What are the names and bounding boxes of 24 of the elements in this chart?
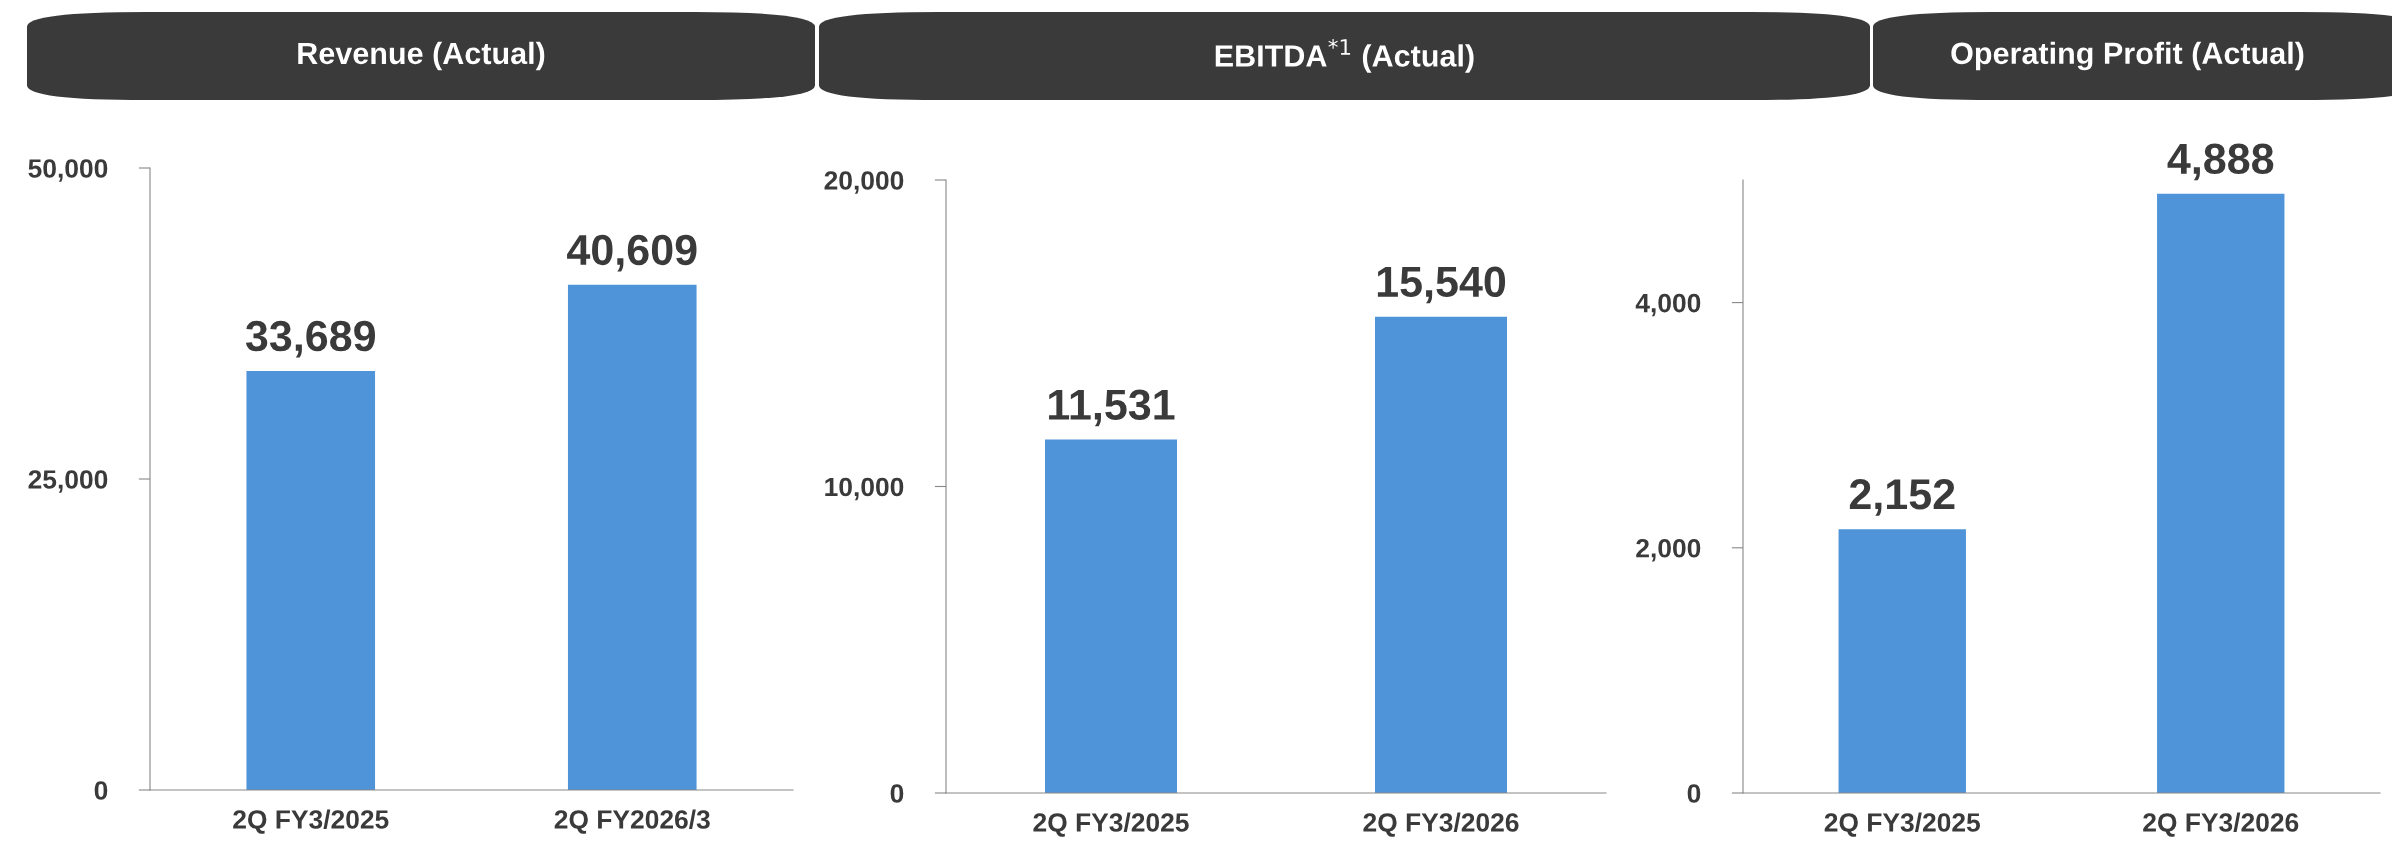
y-tick-label: 10,000 — [825, 477, 904, 501]
data-label: 2,152 — [1849, 479, 1955, 516]
chart-title: EBITDA$^{*1}$ (Actual) — [1215, 38, 1474, 73]
y-tick-label: 0 — [94, 781, 108, 800]
y-tick-label: 25,000 — [28, 470, 108, 493]
data-label: 11,531 — [1049, 389, 1175, 427]
data-label: 15,540 — [1377, 266, 1506, 304]
data-label: 4,888 — [2167, 143, 2274, 181]
y-tick-label: 20,000 — [824, 171, 904, 194]
x-tick-label: 2Q FY3/2025 — [233, 809, 389, 834]
data-label: 33,689 — [245, 320, 375, 358]
y-tick-label: 0 — [1687, 784, 1701, 803]
x-tick-label: 2Q FY3/2026 — [2143, 812, 2299, 837]
y-tick-label: 2,000 — [1636, 538, 1701, 562]
y-tick-label: 4,000 — [1635, 293, 1701, 317]
x-tick-label: 2Q FY3/2026 — [1363, 812, 1519, 837]
x-tick-label: 2Q FY3/2025 — [1033, 812, 1189, 837]
y-tick-label: 0 — [890, 784, 904, 803]
data-label: 40,609 — [567, 234, 697, 272]
y-tick-label: 50,000 — [28, 159, 108, 182]
chart-title: Revenue (Actual) — [298, 41, 545, 71]
x-tick-label: 2Q FY2026/3 — [554, 809, 710, 834]
x-tick-label: 2Q FY3/2025 — [1824, 812, 1980, 837]
chart-title: Operating Profit (Actual) — [1951, 41, 2304, 71]
